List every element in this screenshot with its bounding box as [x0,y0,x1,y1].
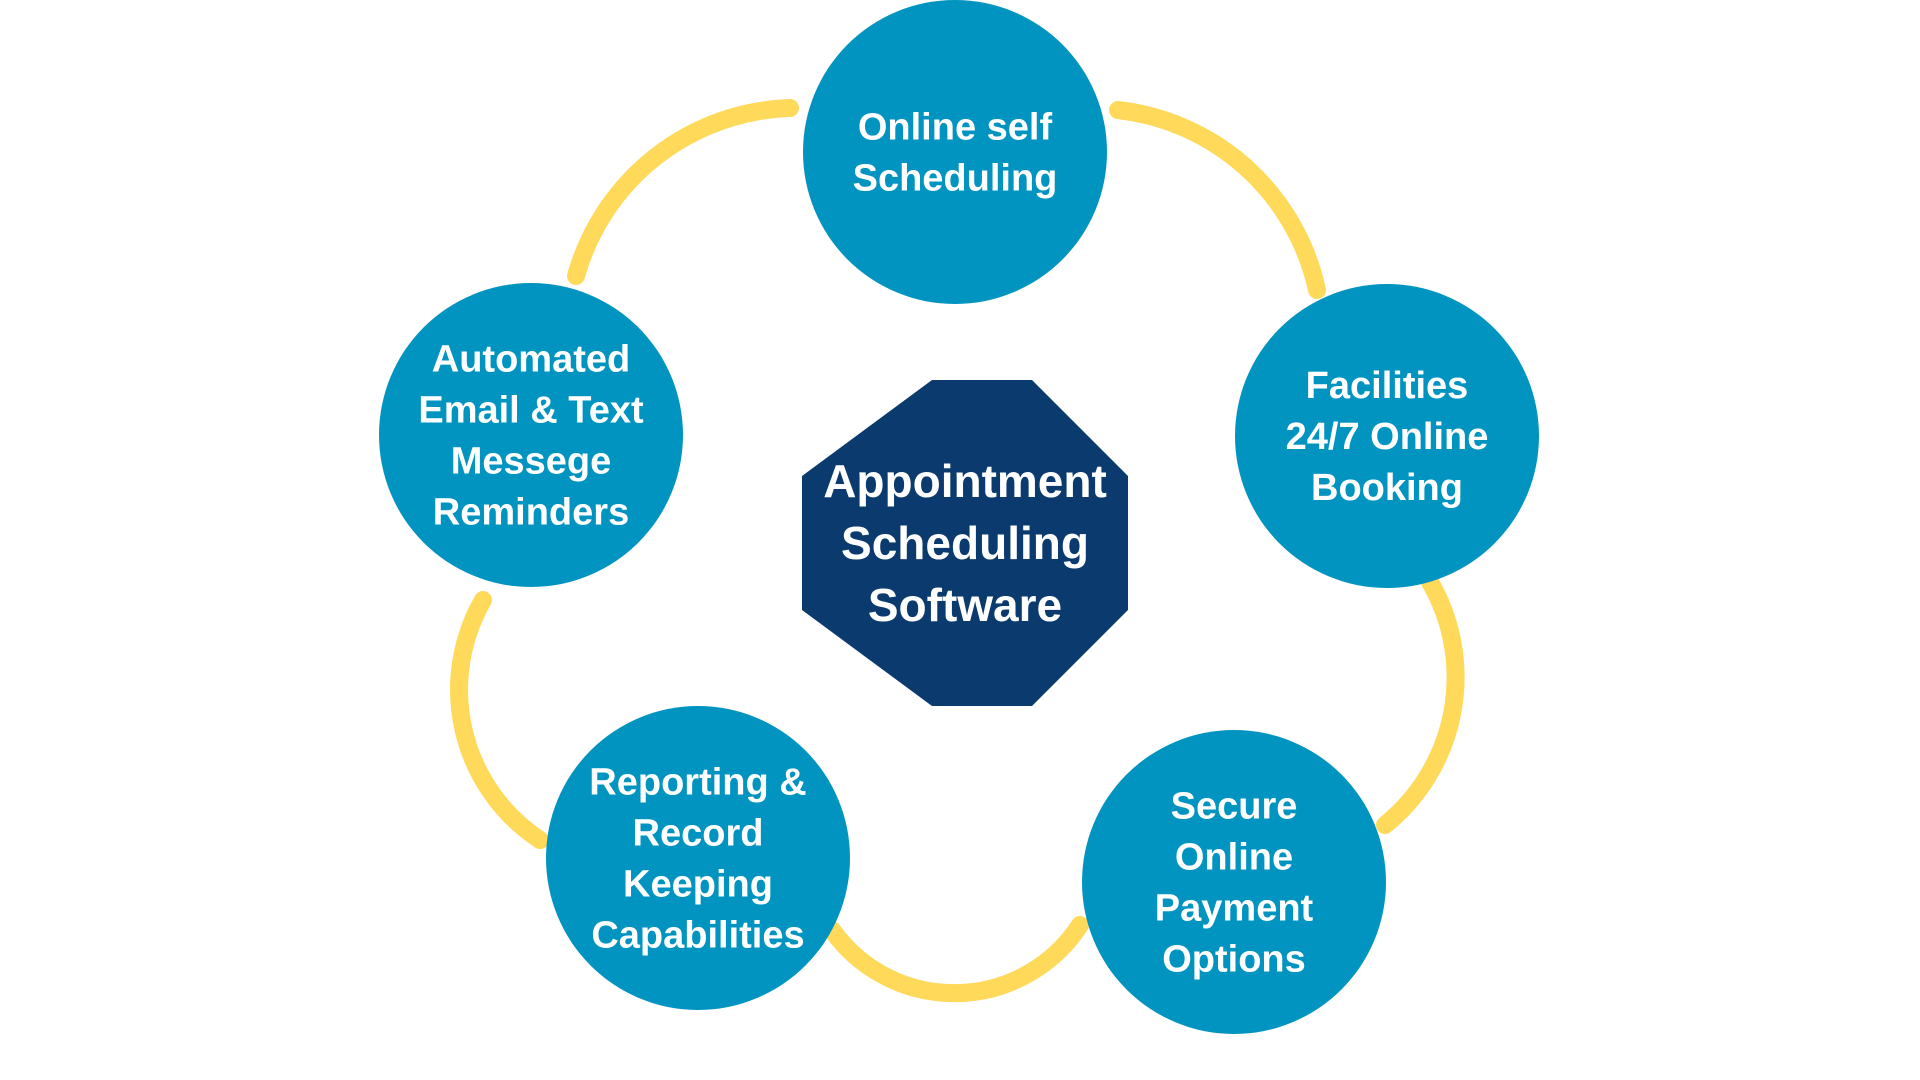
node-label-line: Automated [432,339,630,381]
node-circle [1235,284,1539,588]
node-label: Online self Scheduling [853,107,1058,200]
node-label-line: Keeping [623,864,773,906]
node-label: Facilities 24/7 Online Booking [1286,365,1489,509]
node-label: Automated Email & Text Messege Reminders [418,339,644,534]
center-label-line: Scheduling [841,517,1089,569]
center-octagon [802,380,1128,706]
node-label-line: Capabilities [591,915,804,957]
node-label-line: Options [1162,939,1306,981]
node-label-line: Payment [1155,888,1314,930]
node-label-line: Record [633,813,764,855]
node-facilities-24-7-online-booking: Facilities 24/7 Online Booking [1235,284,1539,588]
node-label: Secure Online Payment Options [1155,786,1314,981]
node-secure-online-payment-options: Secure Online Payment Options [1082,730,1386,1034]
connector-arc-top-right [1109,101,1326,299]
node-label-line: Online self [858,107,1053,149]
node-label-line: Email & Text [418,390,644,432]
node-label-line: Facilities [1306,365,1469,407]
node-circle [379,283,683,587]
connector-arc-left [450,591,549,849]
connector-arc-right [1376,573,1465,834]
node-label-line: 24/7 Online [1286,416,1489,458]
node-label-line: Reminders [433,492,629,534]
node-circle [803,0,1107,304]
center-label-line: Software [868,579,1062,631]
center-label: Appointment Scheduling Software [823,455,1107,631]
node-label-line: Messege [451,441,612,483]
node-label: Reporting & Record Keeping Capabilities [589,762,806,957]
node-label-line: Scheduling [853,158,1058,200]
node-label-line: Reporting & [589,762,806,804]
node-circle [1082,730,1386,1034]
center-label-line: Appointment [823,455,1107,507]
connector-arcs [450,99,1465,1003]
node-label-line: Online [1175,837,1293,879]
node-automated-email-text-reminders: Automated Email & Text Messege Reminders [379,283,683,587]
node-online-self-scheduling: Online self Scheduling [803,0,1107,304]
connector-arc-top-left [567,99,799,285]
node-label-line: Secure [1171,786,1298,828]
node-circle [546,706,850,1010]
connector-arc-bottom [823,916,1089,1003]
center-node: Appointment Scheduling Software [802,380,1128,706]
node-reporting-record-keeping-capabilities: Reporting & Record Keeping Capabilities [546,706,850,1010]
outer-nodes: Online self Scheduling Facilities 24/7 Onli… [379,0,1539,1034]
node-label-line: Booking [1311,467,1463,509]
